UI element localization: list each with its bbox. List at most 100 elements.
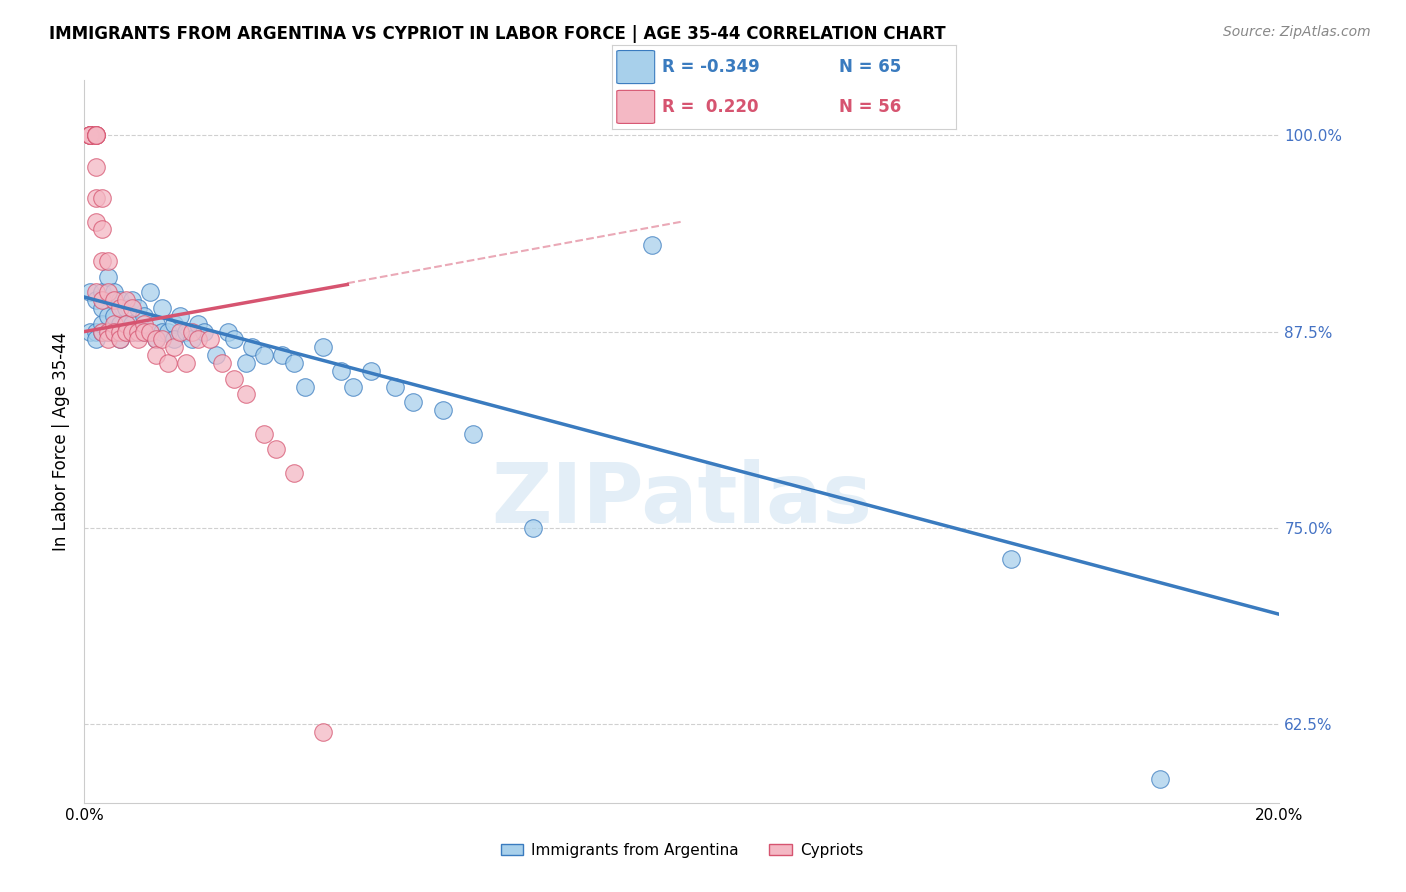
Text: R = -0.349: R = -0.349 — [662, 58, 759, 76]
Point — [211, 356, 233, 370]
Point — [79, 128, 101, 143]
Point — [312, 340, 335, 354]
Point — [79, 128, 101, 143]
Point — [121, 317, 143, 331]
Point — [97, 253, 120, 268]
Point — [139, 325, 162, 339]
Point — [145, 317, 167, 331]
Point — [187, 317, 209, 331]
Point — [97, 285, 120, 300]
Point — [150, 301, 173, 315]
Point — [86, 160, 108, 174]
FancyBboxPatch shape — [617, 51, 655, 84]
Point — [115, 293, 138, 308]
Point — [91, 325, 114, 339]
Point — [174, 325, 197, 339]
Point — [163, 333, 186, 347]
Legend: Immigrants from Argentina, Cypriots: Immigrants from Argentina, Cypriots — [495, 837, 869, 863]
Point — [86, 128, 108, 143]
Point — [150, 325, 173, 339]
Point — [97, 269, 120, 284]
Point — [103, 325, 125, 339]
Point — [115, 325, 138, 339]
Point — [432, 403, 454, 417]
Point — [132, 317, 156, 331]
Point — [115, 325, 138, 339]
Point — [384, 379, 406, 393]
Point — [115, 301, 138, 315]
Point — [222, 372, 245, 386]
Point — [110, 301, 132, 315]
Point — [110, 317, 132, 331]
Point — [145, 333, 167, 347]
Point — [283, 356, 305, 370]
Text: N = 56: N = 56 — [839, 98, 901, 116]
Point — [86, 214, 108, 228]
Point — [103, 325, 125, 339]
Point — [169, 325, 191, 339]
Point — [79, 128, 101, 143]
Point — [121, 301, 143, 315]
Text: Source: ZipAtlas.com: Source: ZipAtlas.com — [1223, 25, 1371, 39]
Point — [145, 333, 167, 347]
Point — [103, 309, 125, 323]
Point — [132, 309, 156, 323]
Point — [79, 128, 101, 143]
Point — [86, 325, 108, 339]
Point — [103, 325, 125, 339]
Point — [187, 333, 209, 347]
Point — [402, 395, 425, 409]
Point — [103, 317, 125, 331]
Point — [91, 222, 114, 236]
Point — [103, 293, 125, 308]
Point — [222, 333, 245, 347]
Point — [163, 317, 186, 331]
Point — [174, 356, 197, 370]
Point — [97, 309, 120, 323]
Point — [235, 356, 257, 370]
Point — [312, 725, 335, 739]
Point — [360, 364, 382, 378]
Point — [342, 379, 364, 393]
Point — [205, 348, 228, 362]
Point — [235, 387, 257, 401]
Point — [86, 128, 108, 143]
Text: R =  0.220: R = 0.220 — [662, 98, 758, 116]
Point — [97, 325, 120, 339]
Point — [86, 128, 108, 143]
Point — [132, 325, 156, 339]
Point — [181, 325, 204, 339]
Point — [91, 253, 114, 268]
Point — [641, 238, 664, 252]
Point — [139, 285, 162, 300]
Point — [79, 128, 101, 143]
Point — [294, 379, 316, 393]
Point — [97, 325, 120, 339]
Point — [91, 317, 114, 331]
Point — [127, 301, 149, 315]
Point — [97, 333, 120, 347]
Point — [217, 325, 239, 339]
Point — [121, 293, 143, 308]
Point — [253, 348, 276, 362]
Point — [91, 325, 114, 339]
Point — [91, 285, 114, 300]
Point — [79, 325, 101, 339]
Text: IMMIGRANTS FROM ARGENTINA VS CYPRIOT IN LABOR FORCE | AGE 35-44 CORRELATION CHAR: IMMIGRANTS FROM ARGENTINA VS CYPRIOT IN … — [49, 25, 946, 43]
Point — [157, 356, 180, 370]
Point — [91, 191, 114, 205]
Point — [91, 301, 114, 315]
Point — [127, 325, 149, 339]
Point — [145, 348, 167, 362]
Point — [110, 325, 132, 339]
Point — [330, 364, 353, 378]
Point — [163, 340, 186, 354]
Point — [86, 333, 108, 347]
Point — [198, 333, 221, 347]
Point — [169, 309, 191, 323]
Point — [110, 293, 132, 308]
Point — [157, 325, 180, 339]
Point — [283, 466, 305, 480]
Point — [79, 285, 101, 300]
Point — [86, 285, 108, 300]
